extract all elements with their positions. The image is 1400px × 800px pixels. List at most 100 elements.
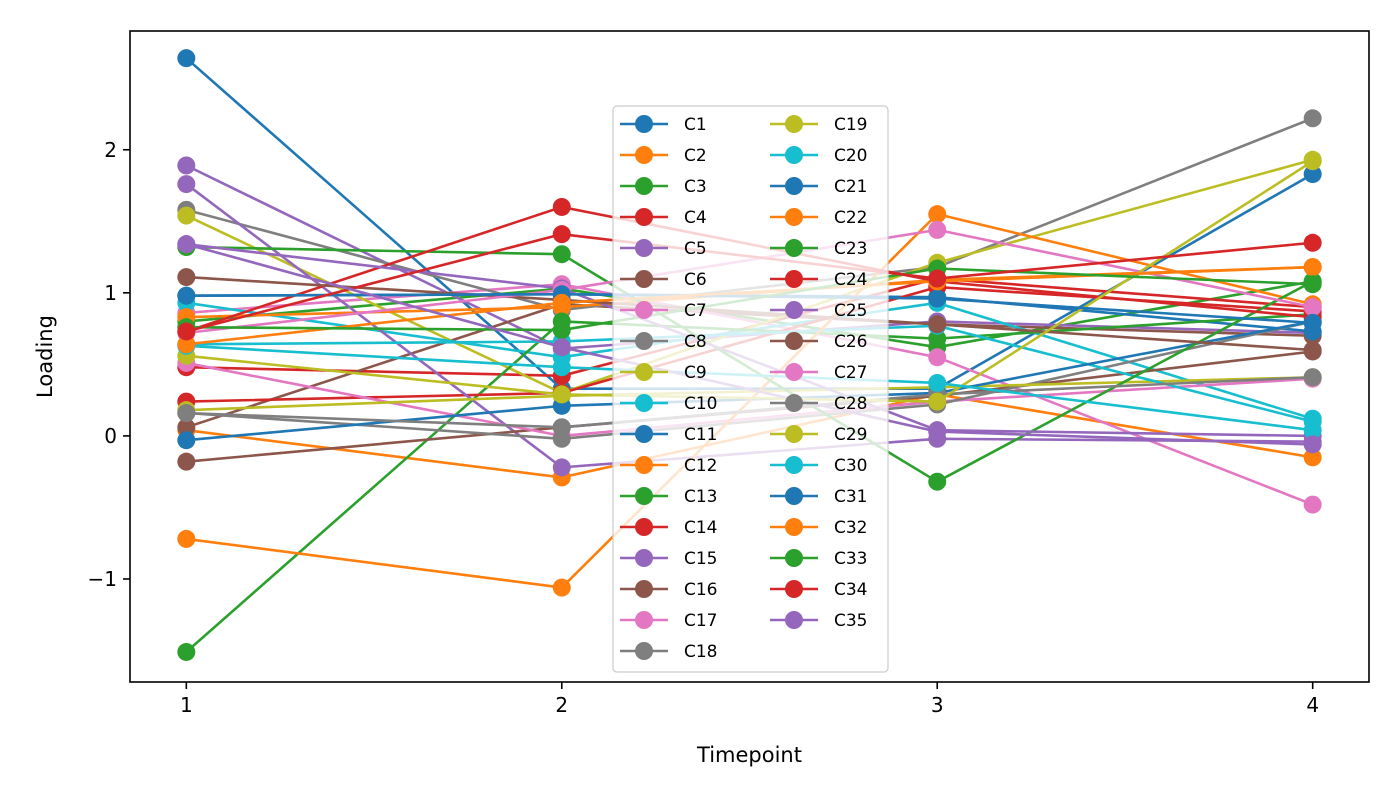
legend-label: C7 bbox=[684, 301, 707, 321]
data-point bbox=[1303, 152, 1322, 171]
data-point bbox=[1303, 275, 1322, 294]
legend-item: C18 bbox=[620, 642, 718, 662]
data-point bbox=[552, 385, 571, 404]
data-point bbox=[1303, 165, 1322, 184]
legend-marker-swatch bbox=[635, 642, 653, 660]
legend-marker-swatch bbox=[785, 611, 803, 629]
legend-label: C21 bbox=[834, 177, 868, 197]
data-point bbox=[1303, 448, 1322, 467]
legend-marker-swatch bbox=[635, 115, 653, 133]
legend-marker-swatch bbox=[785, 208, 803, 226]
data-point bbox=[928, 315, 947, 334]
data-point bbox=[177, 206, 196, 225]
legend-marker-swatch bbox=[785, 518, 803, 536]
legend-item: C29 bbox=[770, 425, 868, 445]
data-point bbox=[928, 373, 947, 392]
legend-item: C28 bbox=[770, 394, 868, 414]
data-point bbox=[928, 422, 947, 441]
legend-label: C8 bbox=[684, 332, 707, 352]
legend-label: C25 bbox=[834, 301, 868, 321]
data-point bbox=[1303, 435, 1322, 454]
legend-box bbox=[612, 105, 889, 673]
legend-marker-swatch bbox=[785, 363, 803, 381]
y-tick-label: 0 bbox=[104, 424, 117, 448]
legend-marker-swatch bbox=[785, 394, 803, 412]
y-tick-label: 1 bbox=[104, 281, 117, 305]
y-tick-label: 2 bbox=[104, 138, 117, 162]
legend: C1 C2 C3 C4 C5 C6 C7 C8 C9 C10 C11 C12 C13 C14 C15 C16 C… bbox=[612, 105, 889, 673]
legend-marker-swatch bbox=[635, 487, 653, 505]
legend-item: C26 bbox=[770, 332, 868, 352]
legend-label: C24 bbox=[834, 270, 868, 290]
legend-marker-swatch bbox=[785, 487, 803, 505]
legend-item: C20 bbox=[770, 146, 868, 166]
legend-item: C27 bbox=[770, 363, 868, 383]
legend-item: C23 bbox=[770, 239, 868, 259]
y-axis-ticks: −1 0 1 2 bbox=[88, 138, 130, 591]
x-tick-label: 3 bbox=[931, 693, 944, 717]
data-point bbox=[552, 321, 571, 340]
data-point bbox=[1303, 495, 1322, 514]
legend-marker-swatch bbox=[785, 549, 803, 567]
legend-label: C5 bbox=[684, 239, 707, 259]
data-point bbox=[177, 49, 196, 68]
data-point bbox=[1303, 313, 1322, 332]
legend-marker-swatch bbox=[635, 332, 653, 350]
data-point bbox=[552, 225, 571, 244]
legend-marker-swatch bbox=[785, 115, 803, 133]
legend-item: C30 bbox=[770, 456, 868, 476]
data-point bbox=[928, 289, 947, 308]
legend-item: C31 bbox=[770, 487, 868, 507]
legend-item: C15 bbox=[620, 549, 718, 569]
legend-marker-swatch bbox=[785, 177, 803, 195]
legend-item: C24 bbox=[770, 270, 868, 290]
legend-item: C13 bbox=[620, 487, 718, 507]
data-point bbox=[177, 322, 196, 341]
data-point bbox=[928, 205, 947, 224]
data-point bbox=[552, 245, 571, 264]
legend-item: C14 bbox=[620, 518, 718, 538]
data-point bbox=[552, 293, 571, 312]
legend-marker-swatch bbox=[635, 549, 653, 567]
legend-marker-swatch bbox=[635, 580, 653, 598]
legend-item: C25 bbox=[770, 301, 868, 321]
legend-marker-swatch bbox=[785, 425, 803, 443]
legend-label: C2 bbox=[684, 146, 707, 166]
legend-label: C28 bbox=[834, 394, 868, 414]
legend-label: C19 bbox=[834, 115, 868, 135]
data-point bbox=[177, 286, 196, 305]
legend-item: C5 bbox=[620, 239, 707, 259]
legend-item: C12 bbox=[620, 456, 718, 476]
legend-item: C4 bbox=[620, 208, 707, 228]
legend-label: C3 bbox=[684, 177, 707, 197]
legend-marker-swatch bbox=[635, 611, 653, 629]
legend-item: C9 bbox=[620, 363, 707, 383]
data-point bbox=[928, 220, 947, 239]
data-point bbox=[177, 529, 196, 548]
data-point bbox=[1303, 109, 1322, 128]
legend-item: C8 bbox=[620, 332, 707, 352]
legend-label: C9 bbox=[684, 363, 707, 383]
legend-marker-swatch bbox=[785, 239, 803, 257]
legend-item: C21 bbox=[770, 177, 868, 197]
data-point bbox=[928, 329, 947, 348]
x-tick-label: 4 bbox=[1306, 693, 1319, 717]
legend-marker-swatch bbox=[785, 580, 803, 598]
data-point bbox=[177, 404, 196, 423]
legend-item: C2 bbox=[620, 146, 707, 166]
legend-marker-swatch bbox=[635, 301, 653, 319]
legend-marker-swatch bbox=[635, 363, 653, 381]
data-point bbox=[552, 578, 571, 597]
data-point bbox=[177, 175, 196, 194]
legend-marker-swatch bbox=[785, 301, 803, 319]
legend-marker-swatch bbox=[785, 146, 803, 164]
data-point bbox=[552, 358, 571, 377]
data-point bbox=[1303, 341, 1322, 360]
data-point bbox=[1303, 421, 1322, 440]
legend-item: C19 bbox=[770, 115, 868, 135]
data-point bbox=[177, 642, 196, 661]
data-point bbox=[177, 335, 196, 354]
legend-item: C32 bbox=[770, 518, 868, 538]
legend-label: C11 bbox=[684, 425, 718, 445]
data-point bbox=[552, 197, 571, 216]
